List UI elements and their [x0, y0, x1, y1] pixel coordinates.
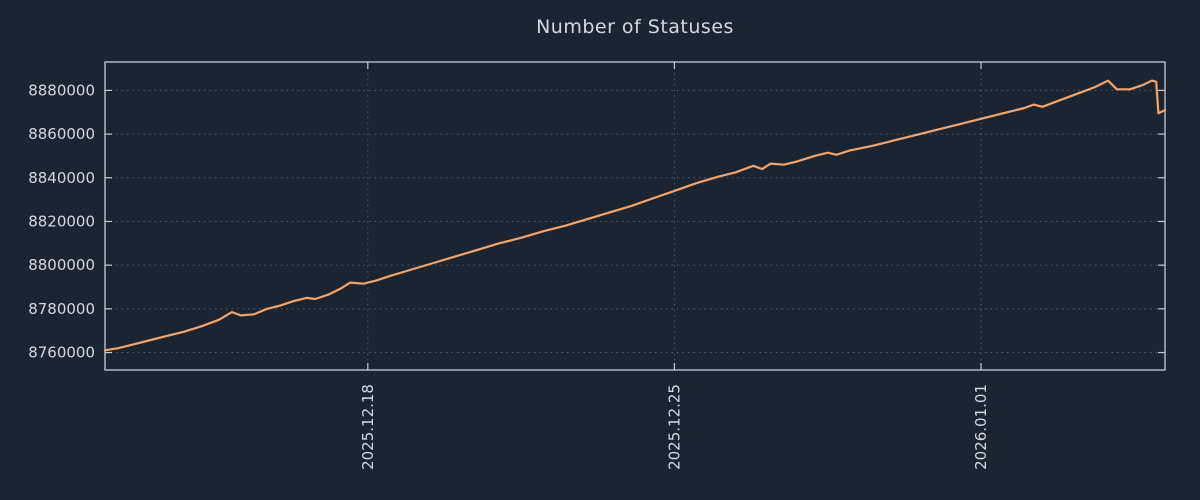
x-tick-label: 2025.12.25	[665, 384, 683, 470]
y-tick-label: 8880000	[28, 81, 95, 99]
y-tick-label: 8860000	[28, 125, 95, 143]
series-line	[103, 79, 1167, 352]
x-tick-label: 2026.01.01	[972, 384, 990, 470]
y-tick-label: 8760000	[28, 344, 95, 362]
y-tick-label: 8840000	[28, 169, 95, 187]
plot-border	[104, 61, 1166, 371]
y-tick-label: 8820000	[28, 212, 95, 230]
y-tick-label: 8800000	[28, 256, 95, 274]
y-tick-label: 8780000	[28, 300, 95, 318]
x-tick-label: 2025.12.18	[359, 384, 377, 470]
chart-title: Number of Statuses	[536, 16, 734, 38]
